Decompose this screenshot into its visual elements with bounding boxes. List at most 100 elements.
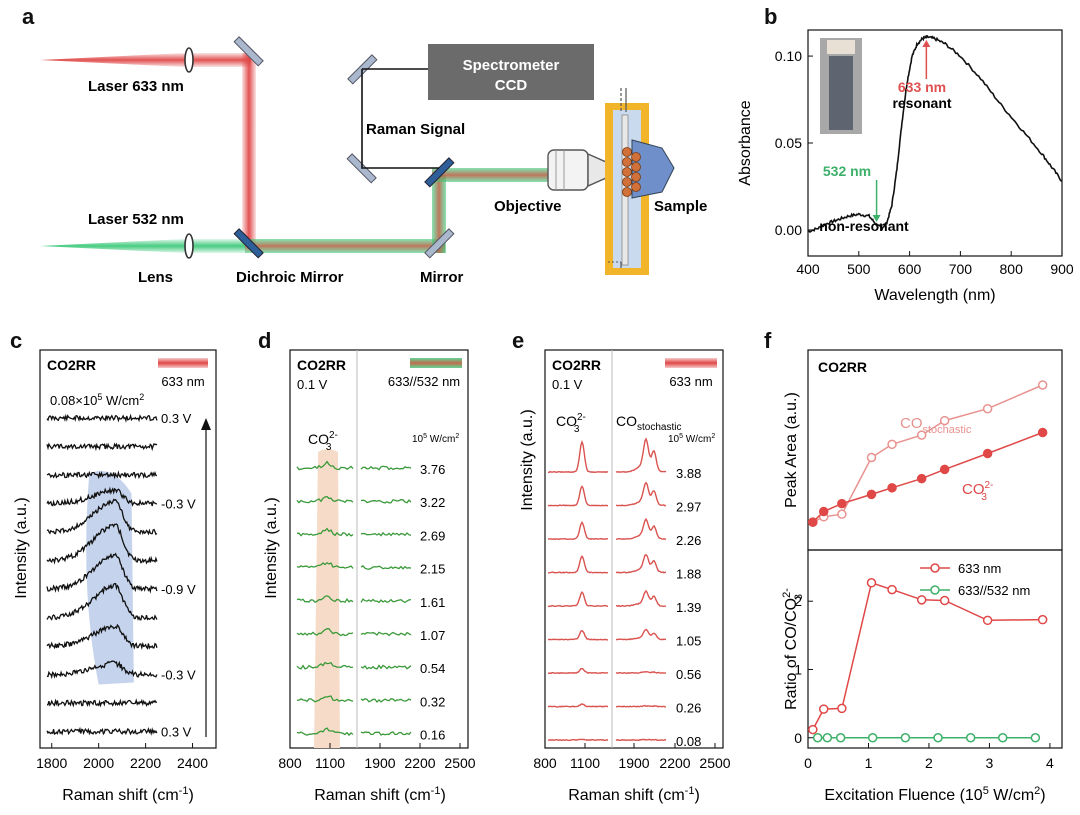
annotation-resonant: resonant: [892, 95, 951, 111]
chart-f-xtick-label: 0: [804, 755, 812, 771]
chart-d-fluence-label: 0.32: [420, 694, 445, 709]
chart-f-top-line-1: [812, 431, 1043, 523]
chart-c-xtick-label: 2400: [177, 755, 208, 771]
chart-b-xtick-label: 900: [1050, 261, 1074, 277]
chart-e-ticks: 800 1100 1900 2200 2500: [533, 743, 731, 771]
chart-e-frame: [544, 349, 724, 749]
chart-f-ticks: 0 1 2 3 4 0 1 2: [794, 593, 1054, 771]
laser-633-label: Laser 633 nm: [88, 78, 184, 95]
chart-d-xtick-label: 1900: [364, 755, 395, 771]
chart-d-trace-right: [360, 697, 412, 703]
chart-f-bottom-point: [837, 703, 847, 714]
chart-e-laser-swatch: [665, 358, 717, 368]
chart-e-trace-right: [615, 437, 667, 473]
chart-d-trace-right: [360, 664, 412, 670]
chart-f-bottom-point: [867, 733, 878, 743]
chart-b-ytick-label: 0.00: [775, 222, 802, 238]
chart-f-legend-label: 633//532 nm: [958, 583, 1030, 598]
chart-f-bottom-point: [818, 704, 829, 714]
schematic: Laser 633 nm Laser 532 nm Lens Dichroic …: [40, 36, 707, 286]
lens-532-icon: [184, 233, 194, 259]
chart-e-fluence-label: 0.08: [676, 734, 701, 749]
chart-d-frame: [289, 349, 469, 749]
chart-d-trace-right: [360, 731, 412, 736]
chart-f: 0 1 2 3 4 0 1 2 CO2RR COstochastic CO2-3 633 nm…: [781, 349, 1063, 804]
combined-beam-objective: [432, 168, 552, 182]
chart-f-bottom-point: [900, 733, 911, 743]
chart-d-trace-left: [296, 628, 354, 637]
chart-d-trace-right: [360, 465, 412, 471]
chart-e-trace-left: [548, 555, 609, 574]
panel-label-c: c: [10, 328, 23, 353]
chart-d-trace-left: [296, 562, 354, 569]
chart-f-xtick-label: 2: [925, 755, 933, 771]
annotation-non-resonant: non-resonant: [819, 218, 909, 234]
chart-f-bottom-point: [1037, 614, 1048, 625]
chart-f-top-point: [887, 483, 897, 493]
chart-f-bottom-series: [808, 578, 1048, 743]
chart-d-trace-left: [296, 595, 354, 604]
chart-e-xtick-label: 800: [533, 755, 557, 771]
raman-signal-path: [361, 69, 439, 169]
chart-e-xtick-label: 2200: [659, 755, 690, 771]
chart-f-top-point: [866, 489, 877, 500]
chart-f-top-point: [982, 403, 993, 414]
chart-e-xtick-label: 1100: [570, 755, 600, 771]
chart-e-fluence-labels: 3.88 2.97 2.26 1.88 1.39 1.05 0.56 0.26 0.08: [676, 466, 701, 749]
chart-d-trace-right: [360, 631, 412, 637]
chart-d-fluence-label: 0.16: [420, 728, 445, 743]
chart-c: 1800 2000 2200 2400 CO2RR 633 nm 0.08×105 W…: [13, 349, 217, 804]
chart-e-unit-label: 105 W/cm2: [668, 433, 715, 445]
annotation-633-nm: 633 nm: [898, 79, 946, 95]
chart-c-potential-label: -0.9 V: [161, 582, 196, 597]
chart-d-fluence-label: 2.15: [420, 562, 445, 577]
chart-c-highlight-band: [86, 471, 134, 685]
chart-c-trace: [46, 698, 158, 708]
chart-c-scan-arrowhead: [201, 418, 211, 430]
chart-c-xlabel: Raman shift (cm-1): [62, 785, 194, 804]
chart-d-fluence-label: 3.76: [420, 462, 445, 477]
chart-c-trace: [46, 486, 158, 507]
chart-f-top-point: [866, 452, 877, 463]
lens-633-icon: [184, 47, 194, 73]
chart-d-ticks: 800 1100 1900 2200 2500: [278, 743, 476, 771]
laser-633-cone: [40, 53, 185, 67]
chart-f-xtick-label: 3: [986, 755, 994, 771]
laser-633-vertical-beam: [242, 53, 256, 245]
chart-d-trace-right: [360, 499, 412, 504]
chart-f-bottom-point: [808, 724, 818, 735]
chart-c-trace: [46, 470, 158, 480]
chart-f-top-point: [837, 509, 847, 519]
spectrometer-box: [428, 44, 594, 100]
chart-f-top-point: [818, 506, 829, 517]
chart-c-trace: [46, 726, 158, 736]
chart-e-fluence-label: 1.39: [676, 600, 701, 615]
chart-c-trace: [46, 623, 158, 650]
chart-e-trace-left: [547, 485, 609, 507]
chart-d-trace-left: [296, 727, 354, 737]
cuvette-photo: [820, 38, 862, 134]
chart-b-ytick-label: 0.05: [775, 135, 802, 151]
chart-f-top-point: [1037, 427, 1048, 438]
chart-f-top-point: [982, 448, 993, 459]
chart-c-power: 0.08×105 W/cm2: [50, 392, 144, 408]
chart-d-trace-left: [296, 460, 354, 471]
chart-e-xtick-label: 2500: [699, 755, 730, 771]
chart-e-fluence-label: 1.05: [676, 634, 701, 649]
chart-f-bottom-point: [933, 733, 943, 743]
chart-d-trace-right: [360, 598, 412, 604]
chart-d-fluence-label: 1.61: [420, 595, 445, 610]
chart-f-top-point: [808, 517, 818, 527]
chart-d-laser-swatch: [410, 358, 462, 368]
chart-c-xtick-label: 2200: [130, 755, 161, 771]
chart-c-trace: [46, 442, 158, 452]
panel-label-d: d: [258, 328, 272, 353]
chart-f-bottom-point: [1030, 733, 1041, 743]
chart-d: 800 1100 1900 2200 2500 CO2RR 0.1 V 633//532…: [263, 349, 476, 804]
arrow-532-head: [872, 214, 881, 222]
chart-f-legend-marker: [930, 563, 940, 573]
chart-d-trace-right: [360, 531, 412, 537]
chart-e-fluence-label: 0.26: [676, 701, 701, 716]
chart-f-xlabel: Excitation Fluence (105 W/cm2): [824, 785, 1045, 804]
